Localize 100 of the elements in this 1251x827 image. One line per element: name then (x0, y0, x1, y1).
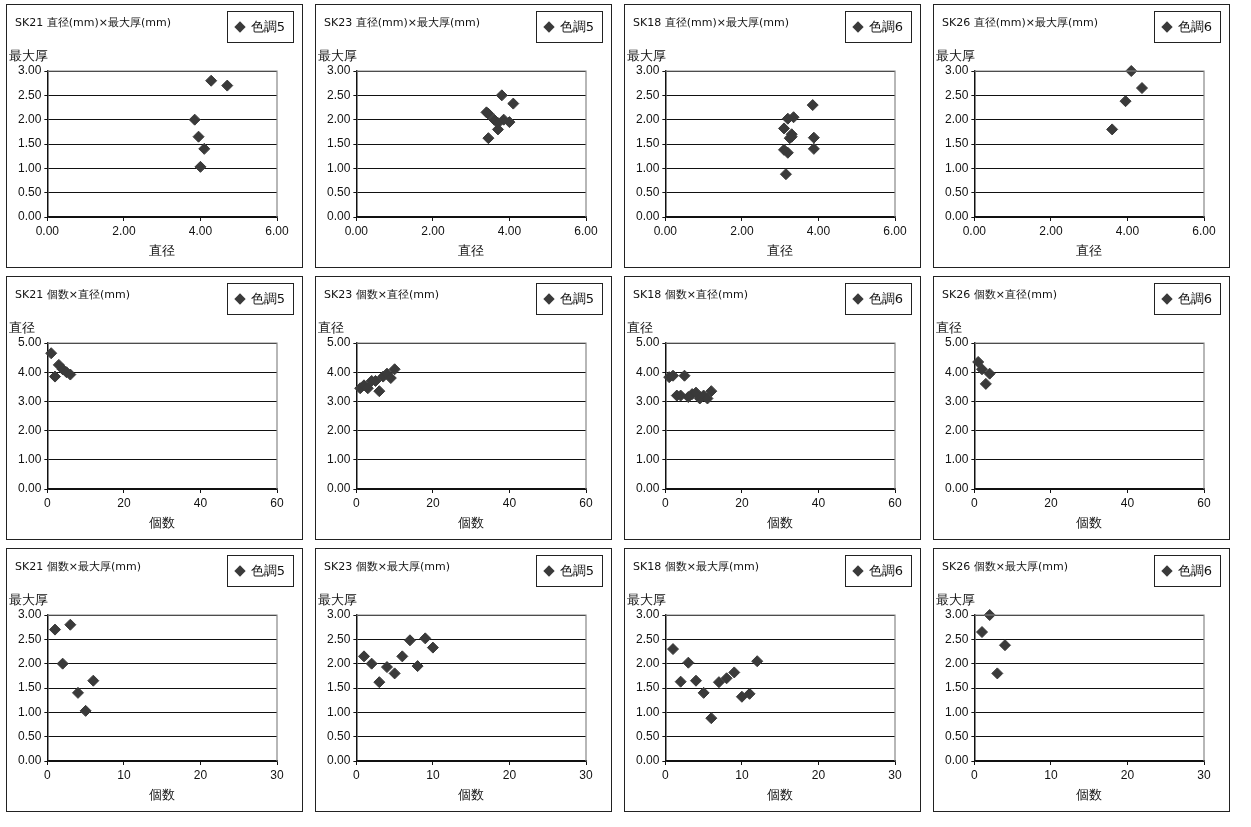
legend-label: 色調5 (559, 562, 594, 580)
y-tick-label: 2.00 (18, 655, 42, 670)
x-tick-label: 40 (502, 495, 517, 510)
legend-label: 色調6 (868, 290, 903, 308)
y-axis-title: 最大厚 (627, 47, 667, 63)
y-tick-label: 0.50 (327, 184, 351, 199)
y-tick-label: 1.00 (636, 160, 660, 175)
y-tick-label: 2.00 (327, 655, 351, 670)
y-tick-label: 2.00 (18, 111, 42, 126)
y-tick-label: 0.50 (636, 728, 660, 743)
y-tick-label: 0.50 (18, 184, 42, 199)
x-tick-label: 20 (502, 767, 517, 782)
y-tick-label: 3.00 (945, 393, 969, 408)
y-axis-title: 最大厚 (9, 591, 49, 607)
legend-label: 色調6 (868, 18, 903, 36)
x-tick-label: 0.00 (653, 223, 678, 238)
x-tick-label: 60 (270, 495, 284, 510)
chart-title: SK18 個数×最大厚(mm) (633, 559, 759, 574)
x-tick-label: 20 (426, 495, 440, 510)
y-tick-label: 0.00 (18, 209, 42, 224)
y-tick-label: 3.00 (18, 607, 42, 622)
x-axis-title: 直径 (767, 242, 794, 258)
legend-label: 色調5 (250, 18, 285, 36)
y-tick-label: 5.00 (327, 335, 351, 350)
x-tick-label: 30 (270, 767, 284, 782)
y-tick-label: 3.00 (636, 393, 660, 408)
chart-title: SK18 直径(mm)×最大厚(mm) (633, 15, 789, 30)
chart-title: SK21 直径(mm)×最大厚(mm) (15, 15, 171, 30)
x-tick-label: 20 (117, 495, 131, 510)
chart-title: SK21 個数×直径(mm) (15, 287, 130, 302)
x-tick-label: 6.00 (883, 223, 907, 238)
y-tick-label: 2.00 (18, 422, 42, 437)
y-tick-label: 1.00 (945, 160, 969, 175)
x-tick-label: 40 (811, 495, 826, 510)
x-tick-label: 0.00 (35, 223, 60, 238)
chart-title: SK23 直径(mm)×最大厚(mm) (324, 15, 480, 30)
y-tick-label: 2.50 (18, 87, 42, 102)
y-tick-label: 1.00 (945, 452, 969, 467)
y-tick-label: 0.00 (327, 209, 351, 224)
x-tick-label: 0 (44, 495, 52, 510)
x-tick-label: 0 (353, 767, 361, 782)
y-tick-label: 0.00 (18, 753, 42, 768)
y-tick-label: 0.00 (945, 209, 969, 224)
legend-label: 色調5 (250, 290, 285, 308)
y-tick-label: 2.50 (636, 631, 660, 646)
x-tick-label: 60 (1197, 495, 1211, 510)
x-tick-label: 20 (193, 767, 208, 782)
y-tick-label: 2.00 (945, 655, 969, 670)
y-axis-title: 最大厚 (9, 47, 49, 63)
x-tick-label: 40 (1120, 495, 1135, 510)
x-axis-title: 個数 (149, 786, 176, 802)
y-axis-title: 最大厚 (936, 47, 976, 63)
x-tick-label: 2.00 (112, 223, 136, 238)
legend-label: 色調6 (1177, 562, 1212, 580)
y-tick-label: 0.50 (636, 184, 660, 199)
y-tick-label: 2.00 (327, 422, 351, 437)
legend-label: 色調5 (559, 290, 594, 308)
x-tick-label: 0 (971, 767, 979, 782)
x-tick-label: 30 (1197, 767, 1211, 782)
x-tick-label: 0 (662, 495, 670, 510)
x-axis-title: 個数 (767, 786, 794, 802)
y-axis-title: 直径 (318, 319, 345, 335)
y-tick-label: 1.50 (636, 680, 660, 695)
x-axis-title: 個数 (149, 514, 176, 530)
y-axis-title: 最大厚 (318, 47, 358, 63)
x-tick-label: 0.00 (962, 223, 987, 238)
y-tick-label: 0.00 (945, 481, 969, 496)
legend-label: 色調5 (559, 18, 594, 36)
y-tick-label: 2.50 (636, 87, 660, 102)
y-tick-label: 3.00 (636, 63, 660, 78)
x-tick-label: 60 (888, 495, 902, 510)
y-tick-label: 2.00 (636, 655, 660, 670)
y-tick-label: 3.00 (18, 393, 42, 408)
y-tick-label: 1.50 (945, 136, 969, 151)
x-tick-label: 20 (811, 767, 826, 782)
y-tick-label: 2.00 (636, 111, 660, 126)
y-tick-label: 3.00 (327, 63, 351, 78)
y-tick-label: 0.00 (636, 209, 660, 224)
y-tick-label: 0.50 (945, 728, 969, 743)
y-tick-label: 1.00 (636, 452, 660, 467)
y-tick-label: 3.00 (18, 63, 42, 78)
y-tick-label: 1.00 (636, 704, 660, 719)
x-tick-label: 0 (353, 495, 361, 510)
y-tick-label: 1.50 (945, 680, 969, 695)
y-tick-label: 1.50 (327, 680, 351, 695)
x-tick-label: 6.00 (574, 223, 598, 238)
y-tick-label: 4.00 (18, 364, 42, 379)
y-tick-label: 3.00 (636, 607, 660, 622)
x-tick-label: 6.00 (1192, 223, 1216, 238)
y-tick-label: 1.00 (327, 452, 351, 467)
y-axis-title: 直径 (936, 319, 963, 335)
y-tick-label: 1.00 (327, 160, 351, 175)
chart-title: SK26 個数×最大厚(mm) (942, 559, 1068, 574)
x-tick-label: 2.00 (1039, 223, 1063, 238)
x-tick-label: 4.00 (806, 223, 831, 238)
x-tick-label: 4.00 (1115, 223, 1140, 238)
y-tick-label: 0.00 (636, 753, 660, 768)
x-tick-label: 30 (579, 767, 593, 782)
x-tick-label: 60 (579, 495, 593, 510)
y-tick-label: 1.50 (327, 136, 351, 151)
